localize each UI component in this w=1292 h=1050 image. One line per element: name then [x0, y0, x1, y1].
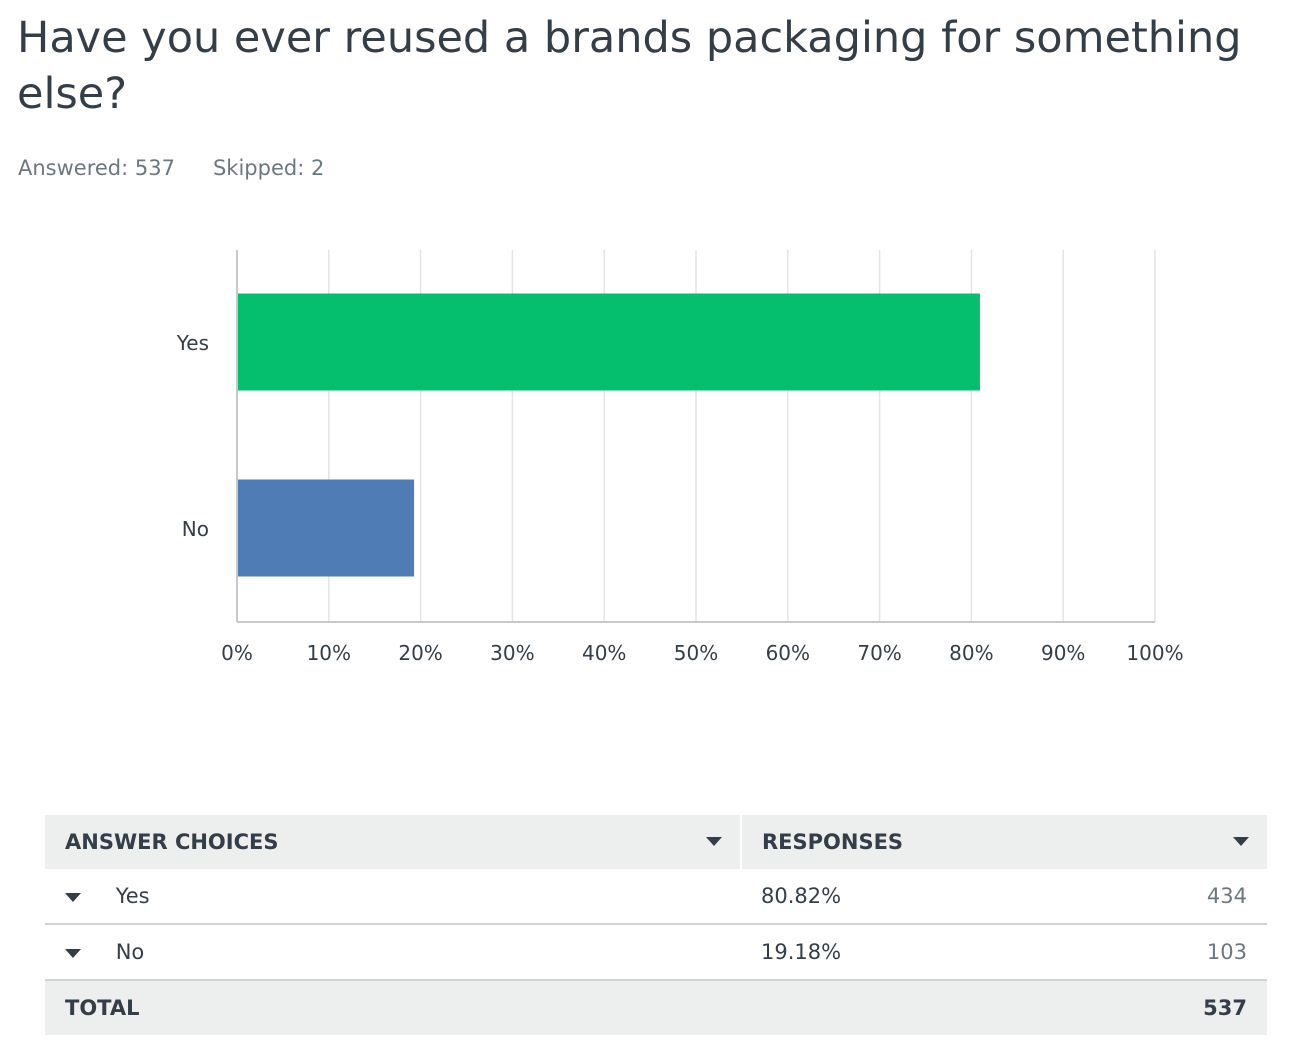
- bar-chart: Yes No 0% 10% 20% 30% 40% 50% 60% 70% 80% 90% 100%: [176, 250, 1184, 665]
- total-row: TOTAL 537: [45, 980, 1267, 1035]
- expand-row-caret-icon[interactable]: [65, 892, 81, 902]
- bar-no[interactable]: [238, 479, 415, 577]
- answer-choices-header[interactable]: ANSWER CHOICES: [45, 815, 742, 869]
- total-count: 537: [1050, 980, 1267, 1035]
- table-row: No 19.18% 103: [45, 924, 1267, 981]
- response-stats: Answered: 537 Skipped: 2: [18, 156, 362, 180]
- x-tick-label: 100%: [1126, 641, 1183, 665]
- x-tick-label: 70%: [857, 641, 901, 665]
- x-tick-label: 30%: [490, 641, 534, 665]
- response-percent: 80.82%: [741, 869, 1051, 925]
- x-tick-label: 10%: [307, 641, 351, 665]
- question-title: Have you ever reused a brands packaging …: [17, 13, 1242, 119]
- x-tick-label: 20%: [398, 641, 442, 665]
- response-count: 103: [1050, 924, 1267, 981]
- answer-cell: No: [45, 924, 741, 981]
- answer-choices-header-label: ANSWER CHOICES: [65, 830, 279, 854]
- table-header-row: ANSWER CHOICES RESPONSES: [45, 815, 1267, 869]
- x-tick-label: 80%: [949, 641, 993, 665]
- x-tick-label: 60%: [766, 641, 810, 665]
- total-label: TOTAL: [45, 980, 741, 1035]
- x-tick-label: 40%: [582, 641, 626, 665]
- answer-label: No: [115, 940, 145, 964]
- table-row: Yes 80.82% 434: [45, 869, 1267, 925]
- sort-responses-caret-icon[interactable]: [1233, 837, 1249, 846]
- answered-count: Answered: 537: [18, 156, 175, 180]
- total-spacer: [741, 980, 1051, 1035]
- responses-header[interactable]: RESPONSES: [741, 815, 1267, 869]
- response-percent: 19.18%: [741, 924, 1051, 981]
- sort-answers-caret-icon[interactable]: [706, 837, 722, 846]
- category-label-no: No: [182, 517, 209, 541]
- skipped-count: Skipped: 2: [212, 156, 325, 180]
- category-label-yes: Yes: [176, 331, 209, 355]
- x-tick-label: 90%: [1041, 641, 1085, 665]
- answer-label: Yes: [115, 884, 150, 908]
- expand-row-caret-icon[interactable]: [65, 948, 81, 958]
- response-count: 434: [1050, 869, 1267, 925]
- x-tick-label: 50%: [674, 641, 718, 665]
- answer-cell: Yes: [45, 869, 741, 925]
- bar-yes[interactable]: [238, 293, 980, 391]
- responses-header-label: RESPONSES: [762, 830, 904, 854]
- results-table: ANSWER CHOICES RESPONSES Yes 80.82% 434 …: [45, 815, 1267, 1035]
- x-tick-label: 0%: [221, 641, 253, 665]
